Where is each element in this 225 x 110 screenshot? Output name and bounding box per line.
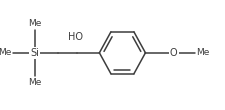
Text: Me: Me <box>28 18 41 28</box>
Text: Me: Me <box>0 48 11 57</box>
Text: Me: Me <box>28 78 41 87</box>
Text: O: O <box>169 48 177 58</box>
Text: Me: Me <box>195 48 208 57</box>
Text: Si: Si <box>30 48 39 58</box>
Text: HO: HO <box>68 32 83 42</box>
